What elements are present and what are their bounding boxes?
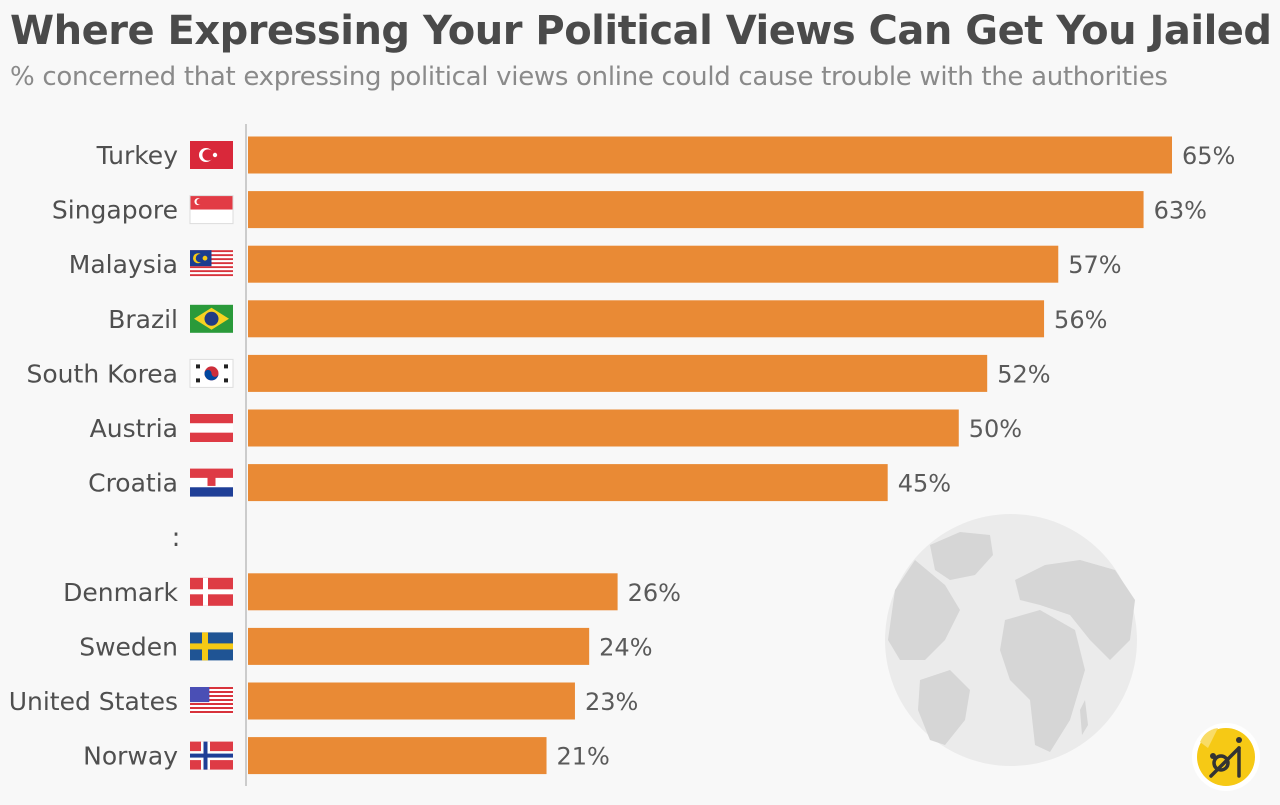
south-korea-flag-icon <box>189 358 234 388</box>
bar <box>248 409 959 447</box>
denmark-flag-icon <box>190 577 233 606</box>
category-label: Norway <box>83 742 178 771</box>
value-label: 63% <box>1154 197 1207 225</box>
value-label: 50% <box>969 415 1022 443</box>
bar-row: Croatia 45% <box>88 464 951 502</box>
austria-flag-icon <box>190 414 233 442</box>
value-label: 24% <box>599 633 652 661</box>
value-label: 45% <box>898 470 951 498</box>
bar <box>248 245 1059 283</box>
brazil-flag-icon <box>190 304 233 333</box>
bar-row: United States 23% <box>9 682 638 720</box>
bar <box>248 136 1172 174</box>
category-label: Brazil <box>108 305 178 334</box>
bar-row: Denmark 26% <box>63 573 681 611</box>
bar-row: South Korea 52% <box>27 354 1051 392</box>
category-label: United States <box>9 687 178 716</box>
bars-group: Turkey 65% Singapore 63% Malaysia 57% Brazil 56… <box>9 136 1235 775</box>
category-label: Malaysia <box>69 250 178 279</box>
bar <box>248 737 547 775</box>
value-label: 26% <box>628 579 681 607</box>
bar-row: Malaysia 57% <box>69 245 1122 283</box>
bar <box>248 354 988 392</box>
value-label: 65% <box>1182 142 1235 170</box>
value-label: 23% <box>585 688 638 716</box>
bar-row: Singapore 63% <box>52 191 1207 229</box>
bar <box>248 682 575 720</box>
value-label: 52% <box>997 360 1050 388</box>
chart-title: Where Expressing Your Political Views Ca… <box>10 8 1272 54</box>
category-label: Singapore <box>52 196 178 225</box>
category-label: Turkey <box>96 141 179 170</box>
category-label: Denmark <box>63 578 178 607</box>
value-label: 57% <box>1068 251 1121 279</box>
gap-marker: : <box>172 523 181 553</box>
bar <box>248 191 1144 229</box>
bar <box>248 300 1045 338</box>
bar-row: Brazil 56% <box>108 300 1107 338</box>
turkey-flag-icon <box>190 141 233 169</box>
brand-logo-icon <box>1192 723 1260 791</box>
singapore-flag-icon <box>189 195 234 225</box>
value-label: 56% <box>1054 306 1107 334</box>
united-states-flag-icon <box>190 687 233 715</box>
bar-row: Austria 50% <box>90 409 1022 447</box>
globe-icon <box>885 514 1137 766</box>
chart-subtitle: % concerned that expressing political vi… <box>10 62 1168 92</box>
category-label: South Korea <box>27 359 178 388</box>
croatia-flag-icon <box>190 468 233 497</box>
bar-row: Norway 21% <box>83 737 610 775</box>
bar <box>248 573 618 611</box>
category-label: Sweden <box>79 632 178 661</box>
category-label: Croatia <box>88 469 178 498</box>
category-label: Austria <box>90 414 178 443</box>
bar-row: Sweden 24% <box>79 627 653 665</box>
bar-row: Turkey 65% <box>96 136 1235 174</box>
value-label: 21% <box>557 743 610 771</box>
bar <box>248 464 888 502</box>
norway-flag-icon <box>190 741 233 770</box>
bar <box>248 627 590 665</box>
malaysia-flag-icon <box>190 250 233 279</box>
sweden-flag-icon <box>190 632 233 661</box>
